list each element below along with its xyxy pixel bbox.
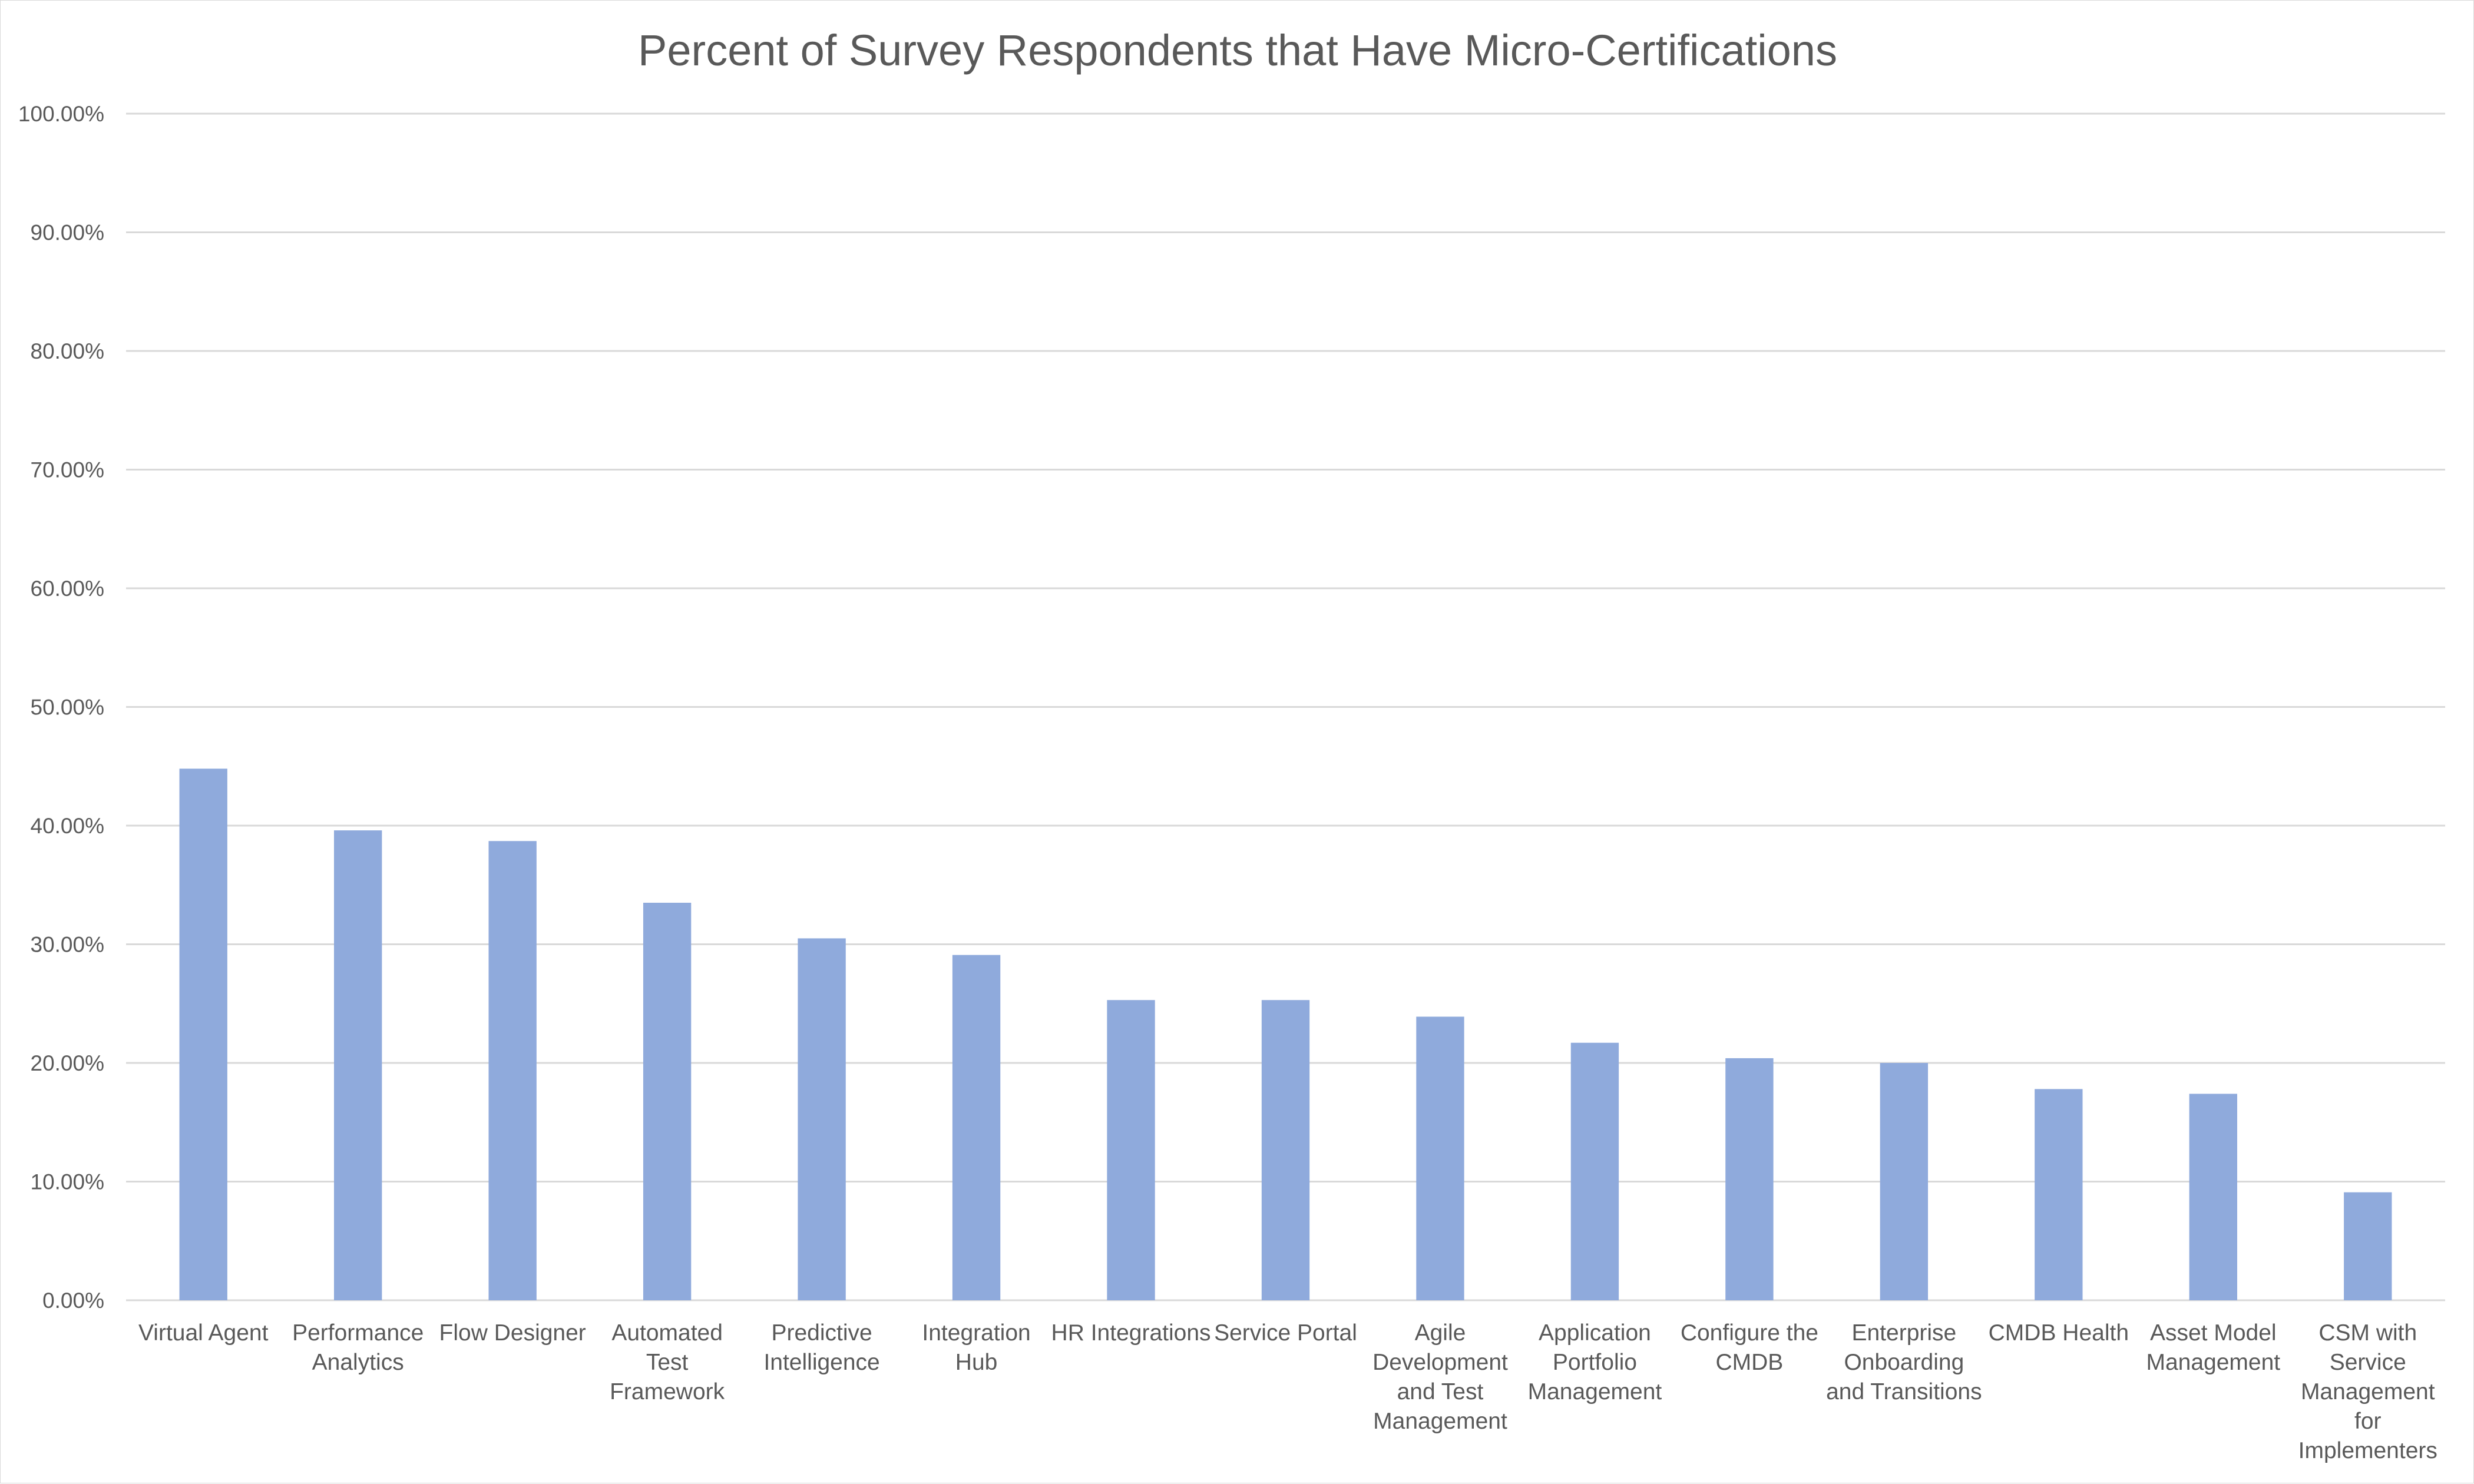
x-tick-label: HR Integrations bbox=[1051, 1320, 1211, 1346]
x-tick-label: CMDB Health bbox=[1989, 1320, 2129, 1346]
x-tick-label: Application Portfolio Management bbox=[1528, 1320, 1662, 1404]
bar-3 bbox=[643, 902, 692, 1300]
x-tick-label-line: Flow Designer bbox=[439, 1320, 586, 1346]
x-tick-label-line: Service bbox=[2330, 1350, 2406, 1375]
x-tick-label: Virtual Agent bbox=[138, 1320, 269, 1346]
y-tick-label: 0.00% bbox=[42, 1288, 104, 1313]
x-tick-label: Service Portal bbox=[1214, 1320, 1357, 1346]
y-tick-label: 90.00% bbox=[31, 221, 105, 245]
bar-5 bbox=[952, 955, 1001, 1300]
x-tick-label-line: Service Portal bbox=[1214, 1320, 1357, 1346]
x-tick-label: Agile Development and Test Management bbox=[1372, 1320, 1508, 1434]
chart-title: Percent of Survey Respondents that Have … bbox=[638, 26, 1837, 75]
bar-10 bbox=[1725, 1058, 1774, 1300]
y-tick-label: 60.00% bbox=[31, 577, 105, 601]
bar-9 bbox=[1570, 1042, 1619, 1300]
x-tick-label-line: Intelligence bbox=[763, 1350, 879, 1375]
y-tick-label: 50.00% bbox=[31, 695, 105, 720]
x-tick-label-line: for bbox=[2354, 1409, 2382, 1434]
x-tick-label-line: Onboarding bbox=[1844, 1350, 1964, 1375]
bar-2 bbox=[488, 841, 537, 1300]
x-tick-label: Automated Test Framework bbox=[610, 1320, 725, 1404]
x-tick-label-line: Integration bbox=[922, 1320, 1030, 1346]
x-tick-label: CSM with Service Management for Implementers bbox=[2298, 1320, 2437, 1463]
y-tick-label: 80.00% bbox=[31, 339, 105, 363]
x-tick-label-line: Predictive bbox=[771, 1320, 872, 1346]
x-tick-label: Performance Analytics bbox=[292, 1320, 424, 1375]
bar-1 bbox=[334, 830, 382, 1300]
y-tick-label: 10.00% bbox=[31, 1170, 105, 1194]
x-tick-label-line: and Transitions bbox=[1826, 1379, 1982, 1404]
bar-6 bbox=[1107, 1000, 1155, 1300]
x-tick-label-line: Performance bbox=[292, 1320, 424, 1346]
x-tick-label-line: Enterprise bbox=[1851, 1320, 1956, 1346]
x-tick-label-line: Management bbox=[1528, 1379, 1662, 1404]
bar-13 bbox=[2189, 1094, 2237, 1300]
bar-12 bbox=[2035, 1089, 2083, 1300]
x-tick-label-line: Automated bbox=[611, 1320, 723, 1346]
x-tick-label-line: CMDB bbox=[1715, 1350, 1783, 1375]
x-tick-label: Integration Hub bbox=[922, 1320, 1030, 1375]
x-tick-label: Flow Designer bbox=[439, 1320, 586, 1346]
y-tick-label: 40.00% bbox=[31, 814, 105, 838]
x-tick-label-line: Portfolio bbox=[1553, 1350, 1637, 1375]
bars bbox=[179, 768, 2392, 1300]
y-tick-label: 30.00% bbox=[31, 933, 105, 957]
x-tick-label-line: Management bbox=[1373, 1409, 1507, 1434]
bar-4 bbox=[798, 938, 846, 1300]
y-tick-label: 70.00% bbox=[31, 458, 105, 482]
x-tick-label-line: Analytics bbox=[312, 1350, 404, 1375]
x-tick-label-line: CMDB Health bbox=[1989, 1320, 2129, 1346]
y-tick-label: 100.00% bbox=[18, 102, 104, 126]
x-tick-label: Configure the CMDB bbox=[1681, 1320, 1818, 1375]
x-tick-label-line: Management bbox=[2301, 1379, 2435, 1404]
x-tick-label-line: Asset Model bbox=[2150, 1320, 2277, 1346]
x-tick-label-line: Application bbox=[1539, 1320, 1651, 1346]
x-tick-label-line: CSM with bbox=[2318, 1320, 2417, 1346]
x-tick-label-line: Framework bbox=[610, 1379, 725, 1404]
x-tick-label-line: HR Integrations bbox=[1051, 1320, 1211, 1346]
x-tick-label: Predictive Intelligence bbox=[763, 1320, 879, 1375]
x-tick-label-line: and Test bbox=[1397, 1379, 1484, 1404]
bar-11 bbox=[1880, 1063, 1929, 1300]
y-axis-ticks: 0.00% 10.00% 20.00% 30.00% 40.00% 50.00% 60.00… bbox=[18, 102, 104, 1313]
bar-7 bbox=[1261, 1000, 1310, 1300]
x-tick-label-line: Virtual Agent bbox=[138, 1320, 269, 1346]
x-tick-label-line: Agile bbox=[1415, 1320, 1466, 1346]
x-tick-label-line: Test bbox=[646, 1350, 689, 1375]
x-tick-label-line: Development bbox=[1372, 1350, 1508, 1375]
y-tick-label: 20.00% bbox=[31, 1051, 105, 1075]
x-tick-label-line: Implementers bbox=[2298, 1438, 2437, 1463]
bar-0 bbox=[179, 768, 227, 1300]
x-tick-label: Asset Model Management bbox=[2146, 1320, 2280, 1375]
x-axis-labels: Virtual Agent Performance Analytics Flow De… bbox=[138, 1320, 2437, 1463]
x-tick-label: Enterprise Onboarding and Transitions bbox=[1826, 1320, 1982, 1404]
x-tick-label-line: Hub bbox=[955, 1350, 998, 1375]
bar-8 bbox=[1416, 1016, 1464, 1300]
bar-14 bbox=[2344, 1192, 2392, 1300]
x-tick-label-line: Management bbox=[2146, 1350, 2280, 1375]
x-tick-label-line: Configure the bbox=[1681, 1320, 1818, 1346]
